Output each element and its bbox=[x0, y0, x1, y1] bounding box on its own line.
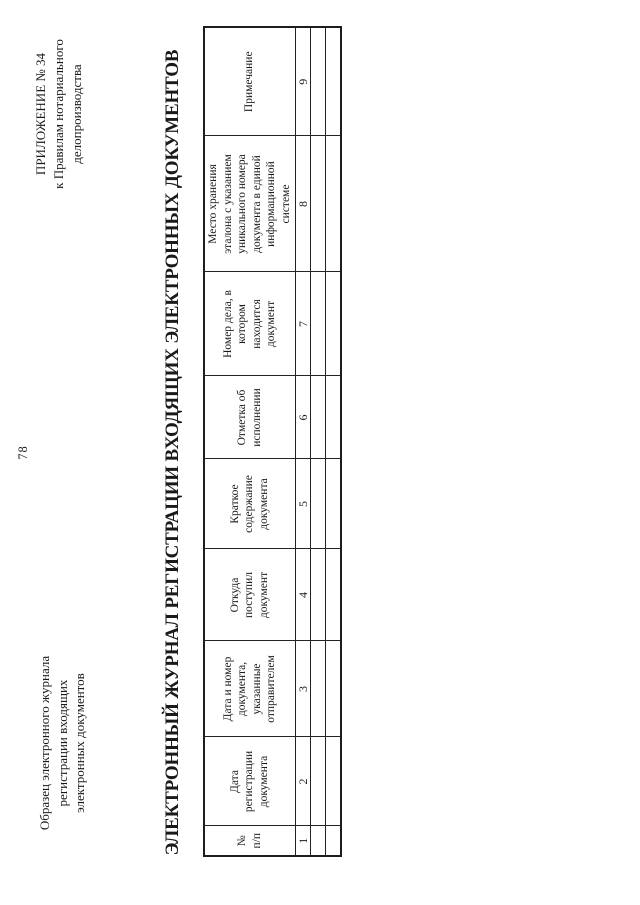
empty-cell bbox=[325, 737, 342, 826]
column-header-line: Отметка об bbox=[236, 389, 249, 446]
appendix-caption: ПРИЛОЖЕНИЕ № 34 к Правилам нотариального… bbox=[32, 8, 86, 220]
appendix-number-line: ПРИЛОЖЕНИЕ № 34 bbox=[33, 52, 48, 176]
empty-cell bbox=[310, 272, 326, 376]
column-header-line: Примечание bbox=[243, 51, 256, 113]
journal-sample-caption-line2: регистрации входящих bbox=[54, 679, 70, 807]
journal-sample-caption-line1: Образец электронного журнала bbox=[37, 655, 52, 831]
column-header-line: находится bbox=[250, 299, 263, 349]
column-number-cell-5: 5 bbox=[295, 459, 311, 549]
column-header-line: документ bbox=[265, 300, 278, 348]
column-header-6: Отметка об исполнении bbox=[204, 376, 296, 459]
empty-cell bbox=[310, 376, 326, 459]
empty-cell bbox=[310, 27, 326, 136]
journal-sample-caption-line3: электронных документов bbox=[72, 673, 87, 813]
table-header-row: № п/п Дата регистрации документа Дата и номер… bbox=[204, 27, 296, 856]
empty-data-row-2 bbox=[325, 27, 342, 856]
empty-cell bbox=[310, 549, 326, 641]
column-header-line: информационной bbox=[265, 161, 278, 247]
column-header-line: эталона с указанием bbox=[221, 154, 234, 254]
empty-cell bbox=[325, 826, 342, 856]
column-header-line: Место хранения bbox=[207, 164, 219, 244]
empty-cell bbox=[325, 641, 342, 737]
column-header-line: документ bbox=[258, 571, 271, 619]
empty-cell bbox=[310, 641, 326, 737]
column-header-line: документа bbox=[258, 478, 271, 530]
empty-data-row-1 bbox=[310, 27, 326, 856]
column-header-line: документа, bbox=[236, 661, 249, 717]
column-header-line: документа bbox=[258, 755, 271, 808]
column-header-line: Номер дела, в bbox=[221, 290, 234, 358]
column-header-line: системе bbox=[279, 184, 292, 224]
column-number-cell-3: 3 bbox=[295, 641, 311, 737]
page-number: 78 bbox=[16, 445, 30, 460]
column-number-cell-7: 7 bbox=[295, 272, 311, 376]
appendix-rules-line2: делопроизводства bbox=[69, 64, 84, 164]
column-header-line: отправителем bbox=[265, 655, 278, 723]
column-header-line: № bbox=[236, 835, 249, 847]
empty-cell bbox=[310, 737, 326, 826]
column-number-cell-2: 2 bbox=[295, 737, 311, 826]
column-header-9: Примечание bbox=[204, 27, 296, 136]
journal-table-body: № п/п Дата регистрации документа Дата и номер… bbox=[204, 27, 342, 856]
column-header-line: котором bbox=[236, 304, 249, 344]
document-title: ЭЛЕКТРОННЫЙ ЖУРНАЛ РЕГИСТРАЦИИ ВХОДЯЩИХ … bbox=[162, 49, 183, 856]
column-header-1: № п/п bbox=[204, 826, 296, 856]
empty-cell bbox=[310, 826, 326, 856]
appendix-rules-line1: к Правилам нотариального bbox=[51, 39, 66, 189]
empty-cell bbox=[310, 459, 326, 549]
column-header-line: Дата и номер bbox=[221, 656, 234, 722]
column-header-line: Краткое bbox=[228, 484, 241, 524]
column-header-line: Откуда bbox=[228, 577, 241, 613]
column-header-3: Дата и номер документа, указанные отправите… bbox=[204, 641, 296, 737]
empty-cell bbox=[325, 376, 342, 459]
column-header-7: Номер дела, в котором находится документ bbox=[204, 272, 296, 376]
column-header-line: уникального номера bbox=[236, 154, 249, 254]
journal-sample-caption: Образец электронного журнала регистрации… bbox=[36, 637, 89, 849]
column-header-line: исполнении bbox=[250, 388, 263, 447]
column-header-line: п/п bbox=[250, 833, 263, 849]
column-number-cell-4: 4 bbox=[295, 549, 311, 641]
column-header-line: поступил bbox=[243, 572, 256, 618]
column-header-line: документа в единой bbox=[250, 155, 263, 253]
column-header-5: Краткое содержание документа bbox=[204, 459, 296, 549]
column-number-cell-6: 6 bbox=[295, 376, 311, 459]
column-header-4: Откуда поступил документ bbox=[204, 549, 296, 641]
column-header-line: регистрации bbox=[243, 750, 256, 813]
empty-cell bbox=[325, 549, 342, 641]
empty-cell bbox=[310, 136, 326, 272]
empty-cell bbox=[325, 136, 342, 272]
column-header-line: указанные bbox=[250, 663, 263, 715]
column-number-cell-9: 9 bbox=[295, 27, 311, 136]
column-number-cell-8: 8 bbox=[295, 136, 311, 272]
journal-table: № п/п Дата регистрации документа Дата и номер… bbox=[203, 26, 343, 857]
empty-cell bbox=[325, 459, 342, 549]
column-header-line: Дата bbox=[228, 770, 241, 793]
column-header-8: Место хранения эталона с указанием уникаль… bbox=[204, 136, 296, 272]
empty-cell bbox=[325, 272, 342, 376]
empty-cell bbox=[325, 27, 342, 136]
column-number-cell-1: 1 bbox=[295, 826, 311, 856]
column-header-line: содержание bbox=[243, 475, 256, 533]
column-header-2: Дата регистрации документа bbox=[204, 737, 296, 826]
